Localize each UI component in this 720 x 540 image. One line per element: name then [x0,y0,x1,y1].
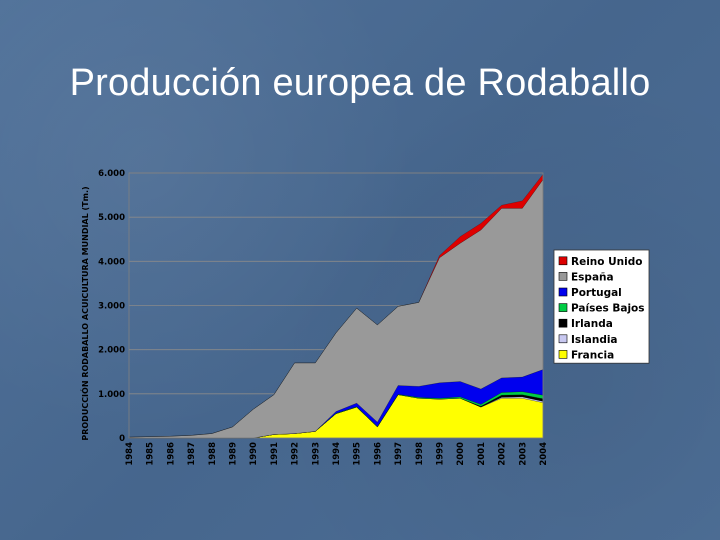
x-tick-label: 1997 [394,442,404,466]
y-tick-label: 3.000 [98,302,125,312]
series-areas [128,173,544,439]
y-tick-label: 0 [119,434,125,444]
plot-area-border [128,172,544,439]
slide-title: Producción europea de Rodaballo [69,62,651,104]
y-axis-label: PRODUCCIÓN RODABALLO ACUICULTURA MUNDIAL… [79,186,90,440]
legend-swatch [558,287,568,297]
legend-swatch [558,350,568,359]
x-tick-label: 1984 [125,442,135,466]
legend-label: Portugal [571,287,622,299]
legend-label: Países Bajos [571,303,645,315]
x-tick-label: 1985 [146,442,156,466]
x-axis-ticks: 1984 1985 1986 1987 1988 1989 1990 1991 1992 1993… [125,442,549,466]
x-tick-label: 1992 [291,442,301,466]
legend-label: Islandia [571,334,618,346]
x-tick-label: 1989 [229,442,239,466]
legend: Reino Unido España Portugal Países Bajos Irl… [553,249,650,364]
y-tick-label: 1.000 [98,390,125,400]
legend-swatch [558,303,568,312]
legend-label: Irlanda [571,318,613,330]
x-tick-label: 1991 [270,442,280,466]
y-tick-label: 4.000 [98,257,125,267]
legend-swatch [558,318,568,328]
x-tick-label: 1987 [187,442,197,466]
x-tick-label: 2004 [539,442,549,466]
x-tick-label: 2000 [456,442,466,466]
x-tick-label: 2001 [477,442,487,466]
x-tick-label: 1990 [249,442,259,466]
x-tick-label: 2003 [518,442,528,466]
x-tick-label: 1994 [332,442,342,466]
legend-swatch [558,334,568,344]
legend-label: Francia [571,349,614,361]
x-tick-label: 1995 [353,442,363,466]
legend-swatch [558,256,568,266]
y-tick-label: 6.000 [98,169,125,179]
legend-box [553,249,650,364]
x-tick-label: 1999 [436,442,446,466]
x-tick-label: 1988 [208,442,218,466]
y-tick-label: 5.000 [98,213,125,223]
x-tick-label: 1986 [166,442,176,466]
legend-label: Reino Unido [571,256,642,268]
x-tick-label: 1993 [311,442,321,466]
y-tick-label: 2.000 [98,346,125,356]
x-tick-label: 1996 [373,442,383,466]
y-axis-ticks: 0 1.000 2.000 3.000 4.000 5.000 6.000 [98,169,125,444]
x-tick-label: 2002 [498,442,508,466]
legend-label: España [571,271,614,283]
legend-swatch [558,272,568,281]
x-tick-label: 1998 [415,442,425,466]
